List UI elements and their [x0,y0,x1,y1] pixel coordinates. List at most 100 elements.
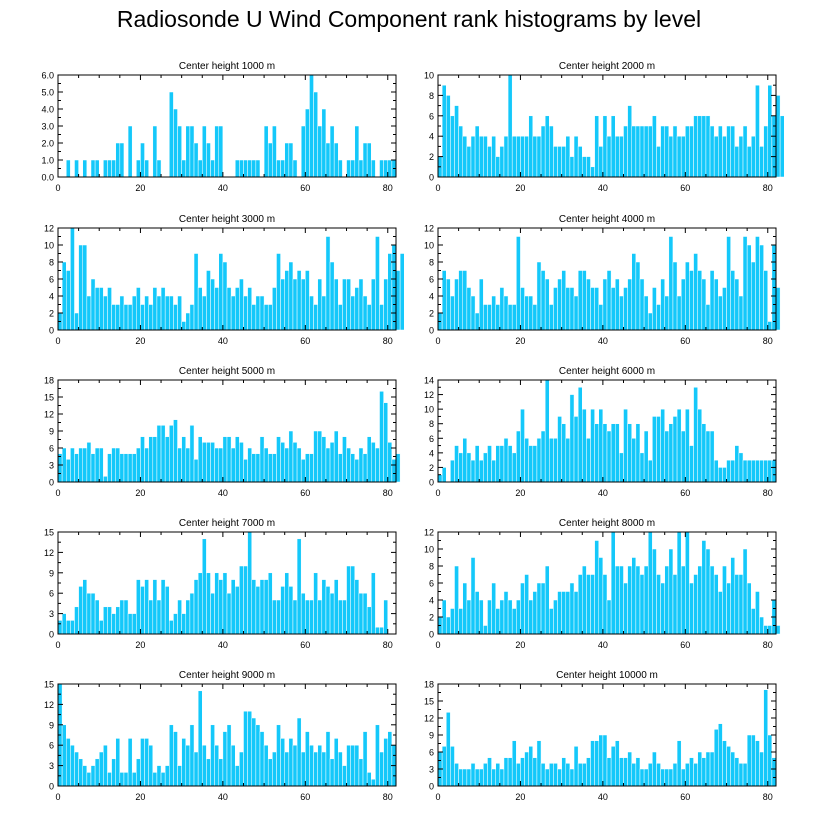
panel-6-xtick-label: 20 [515,488,525,498]
panel-5-bar [218,447,224,483]
panel-4-bar [450,295,455,331]
panel-6-bar [565,438,571,483]
panel-6-ytick-label: 10 [424,405,434,415]
panel-4-bar [755,236,760,331]
panel-4-bar [697,270,703,331]
panel-7-bar [127,613,133,635]
panel-6-bar [697,408,703,483]
panel-1-bar [346,159,351,178]
panel-6-bar [569,394,575,483]
panel-2-bar [606,135,612,178]
panel-4-bar [606,270,612,331]
panel-1-bar [263,125,269,178]
panel-10-bar [771,757,777,787]
panel-10-bar [561,757,567,787]
panel-4-bar [635,261,641,331]
panel-9-bar [107,772,112,787]
panel-9-bar [259,731,265,787]
panel-2-xtick-label: 80 [763,183,773,193]
panel-2-bar [549,125,554,178]
panel-5-bar [276,436,281,483]
panel-10-bar [635,757,641,787]
panel-9-bar [70,744,75,787]
panel-8-bar [689,582,694,635]
panel-5-xtick-label: 40 [218,488,228,498]
panel-8-bar [767,625,773,635]
panel-7-bar [300,592,306,635]
panel-4-bar [734,278,740,331]
panel-1-bar [107,159,112,178]
panel-1-bar [136,159,141,178]
panel-1-bar [313,91,318,178]
panel-3-bar [234,287,240,331]
panel-3-bar [255,295,261,331]
panel-3-title: Center height 3000 m [179,214,275,225]
panel-6-bar [647,459,653,483]
panel-5-bar [230,447,236,483]
panel-2-bar [631,125,637,178]
panel-6-bar [458,452,463,483]
panel-10-bar [586,757,591,787]
panel-7-bar [230,579,236,635]
panel-6-bar [726,459,731,483]
panel-10-bar [450,746,455,787]
panel-4-bar [775,287,781,331]
panel-1-bar [189,125,195,178]
panel-1-bar [185,125,191,178]
panel-8-ytick-label: 10 [424,545,434,555]
panel-9-bar [214,744,220,787]
panel-1-bar [354,125,360,178]
panel-10-bar [631,763,637,787]
panel-6-bar [680,430,686,483]
panel-5-bar [362,453,368,483]
panel-4-bar [639,278,645,331]
panel-6-bar [540,430,546,483]
panel-4-bar [685,261,690,331]
panel-5-bar [202,442,207,483]
panel-6-bar [718,467,723,483]
panel-3-bar [214,287,220,331]
panel-4-bar [672,261,678,331]
panel-9-bar [218,758,224,787]
panel-2-bar [676,135,682,178]
panel-10-bar [685,763,690,787]
panel-10-ytick-label: 6 [429,748,434,758]
panel-9-bar [82,765,88,787]
panel-2-bar [507,74,513,178]
panel-5-bar [173,419,178,483]
panel-6-bar [528,445,534,483]
panel-10-bar [569,768,575,787]
panel-2-ytick-label: 8 [429,91,434,101]
panel-3-bar [280,278,285,331]
panel-2-bar [697,115,703,178]
panel-10-xtick-label: 40 [598,792,608,802]
panel-4-bar [557,278,562,331]
panel-3-bar [333,278,339,331]
panel-7-bar [313,572,318,635]
panel-4-bar [495,304,501,331]
panel-10-bar [668,768,674,787]
panel-9-bar [387,731,393,787]
panel-8-bar [742,548,748,635]
panel-10-bar [495,763,501,787]
panel-1-bar [177,125,182,178]
panel-1-bar [333,142,339,178]
panel-7-bar [371,572,376,635]
panel-5-bar [210,442,215,483]
panel-9-bar [305,731,310,787]
panel-2-bar [763,125,769,178]
panel-2-bar [680,135,686,178]
panel-4-bar [660,278,665,331]
panel-6-bar [483,452,488,483]
panel-5-bar [164,436,170,483]
panel-4-bar [767,321,773,331]
panel-9-bar [156,765,162,787]
panel-8-bar [470,557,476,635]
panel-2-bar [693,115,698,178]
panel-10-bar [767,734,773,787]
panel-5-bar [98,447,104,483]
panel-2-bar [499,146,505,178]
panel-5-bar [115,447,121,483]
panel-4-bar [627,278,632,331]
panel-6-bar [557,416,562,483]
